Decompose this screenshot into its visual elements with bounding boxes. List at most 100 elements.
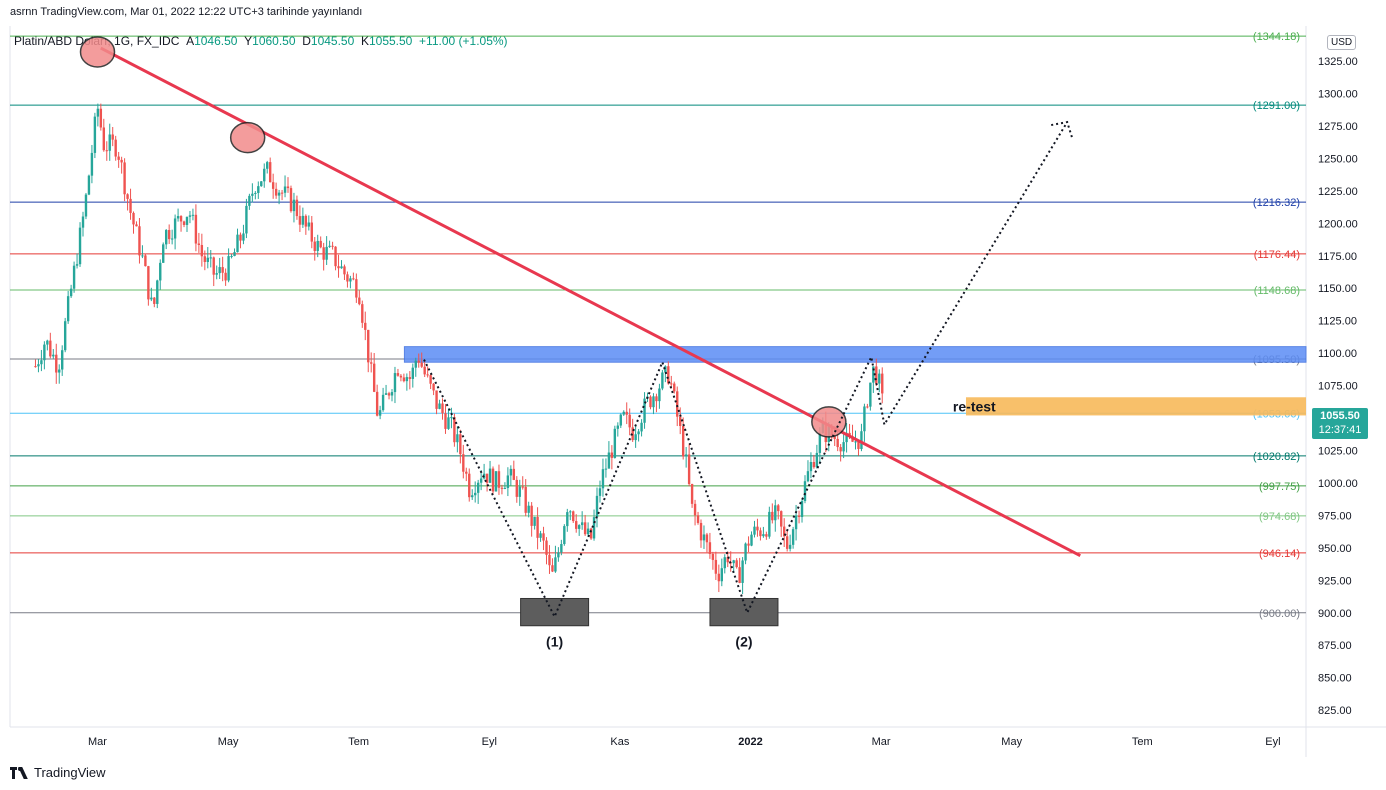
candle-body bbox=[164, 230, 168, 245]
y-tick-19: 850.00 bbox=[1318, 673, 1352, 685]
candle-body bbox=[705, 534, 709, 543]
x-tick-4: Kas bbox=[610, 736, 629, 748]
candle-body bbox=[447, 417, 450, 429]
candle-body bbox=[248, 195, 251, 206]
candle-body bbox=[370, 362, 373, 364]
candle-body bbox=[221, 267, 224, 273]
candle-body bbox=[408, 377, 412, 379]
candle-body bbox=[304, 215, 308, 227]
candle-body bbox=[218, 267, 221, 274]
candle-body bbox=[283, 186, 287, 193]
candle-body bbox=[622, 411, 625, 415]
candle-body bbox=[81, 216, 85, 228]
candle-body bbox=[185, 216, 189, 225]
candle-body bbox=[753, 526, 756, 535]
candle-body bbox=[393, 373, 397, 393]
candle-body bbox=[301, 215, 305, 225]
candle-body bbox=[402, 377, 406, 382]
retest-label: re-test bbox=[953, 398, 996, 414]
candle-body bbox=[580, 522, 584, 526]
x-tick-1: May bbox=[218, 736, 239, 748]
candle-body bbox=[539, 533, 542, 538]
x-tick-5: 2022 bbox=[738, 736, 762, 748]
candle-body bbox=[869, 382, 872, 407]
candle-body bbox=[209, 257, 212, 259]
candle-body bbox=[381, 394, 385, 411]
candle-body bbox=[173, 218, 177, 239]
candle-body bbox=[619, 414, 622, 426]
candle-body bbox=[524, 486, 527, 513]
y-tick-3: 1250.00 bbox=[1318, 153, 1358, 165]
retest-zone bbox=[965, 397, 1306, 416]
candle-body bbox=[711, 553, 715, 560]
y-tick-13: 1000.00 bbox=[1318, 478, 1358, 490]
candle-body bbox=[747, 543, 750, 546]
y-tick-14: 975.00 bbox=[1318, 510, 1352, 522]
bottom-box-2 bbox=[709, 597, 779, 627]
candle-body bbox=[803, 481, 807, 502]
candle-body bbox=[661, 372, 664, 389]
candle-body bbox=[575, 521, 578, 529]
candle-body bbox=[664, 366, 667, 373]
level-label-2: (1216.32) bbox=[1253, 197, 1300, 209]
candle-body bbox=[337, 266, 340, 269]
candle-body bbox=[667, 366, 670, 384]
candle-body bbox=[310, 222, 313, 242]
candle-body bbox=[572, 511, 575, 522]
candle-body bbox=[117, 156, 120, 160]
candle-body bbox=[509, 468, 513, 476]
candle-body bbox=[364, 322, 367, 330]
low-label: D bbox=[302, 34, 311, 48]
highlight-circle-3 bbox=[811, 406, 847, 438]
projection-arrowhead bbox=[1051, 120, 1074, 139]
candle-body bbox=[263, 168, 266, 182]
candle-body bbox=[182, 221, 186, 225]
currency-badge[interactable]: USD bbox=[1327, 35, 1357, 50]
candle-body bbox=[735, 560, 738, 568]
candle-body bbox=[390, 392, 394, 396]
candle-body bbox=[768, 511, 771, 537]
highlight-circle-2 bbox=[229, 121, 266, 154]
candle-body bbox=[842, 442, 845, 452]
candle-body bbox=[245, 205, 248, 234]
last-price-tag: 1055.50 12:37:41 bbox=[1312, 408, 1368, 439]
candle-body bbox=[75, 264, 79, 266]
candle-body bbox=[343, 266, 346, 275]
candle-body bbox=[628, 414, 631, 428]
candle-body bbox=[292, 199, 296, 212]
candle-body bbox=[37, 364, 40, 367]
candle-body bbox=[271, 182, 275, 189]
candle-body bbox=[49, 340, 52, 357]
candle-body bbox=[355, 279, 358, 298]
candle-body bbox=[845, 432, 848, 443]
level-label-11: (900.00) bbox=[1259, 608, 1300, 620]
candle-body bbox=[132, 212, 135, 225]
candle-body bbox=[723, 557, 726, 569]
y-tick-8: 1125.00 bbox=[1318, 316, 1357, 328]
y-tick-15: 950.00 bbox=[1318, 543, 1352, 555]
candle-body bbox=[533, 516, 536, 526]
candle-body bbox=[417, 360, 420, 363]
candle-body bbox=[693, 503, 697, 516]
candle-body bbox=[673, 383, 676, 392]
candle-body bbox=[72, 265, 76, 289]
candle-body bbox=[414, 360, 417, 368]
candle-body bbox=[102, 127, 106, 151]
candle-body bbox=[863, 406, 866, 432]
candle-body bbox=[800, 501, 804, 518]
candle-body bbox=[108, 134, 111, 151]
candle-body bbox=[774, 505, 777, 521]
candle-body bbox=[405, 377, 409, 382]
candle-body bbox=[40, 360, 43, 365]
candle-body bbox=[658, 388, 661, 402]
y-tick-5: 1200.00 bbox=[1318, 218, 1358, 230]
candle-body bbox=[230, 256, 233, 258]
candle-body bbox=[589, 528, 593, 539]
candle-body bbox=[358, 297, 361, 305]
symbol-legend: Platin/ABD Doları, 1G, FX_IDC A1046.50 Y… bbox=[14, 34, 508, 48]
candle-body bbox=[741, 560, 744, 583]
candle-body bbox=[699, 522, 703, 541]
candle-body bbox=[203, 256, 207, 262]
candle-body bbox=[99, 108, 103, 128]
